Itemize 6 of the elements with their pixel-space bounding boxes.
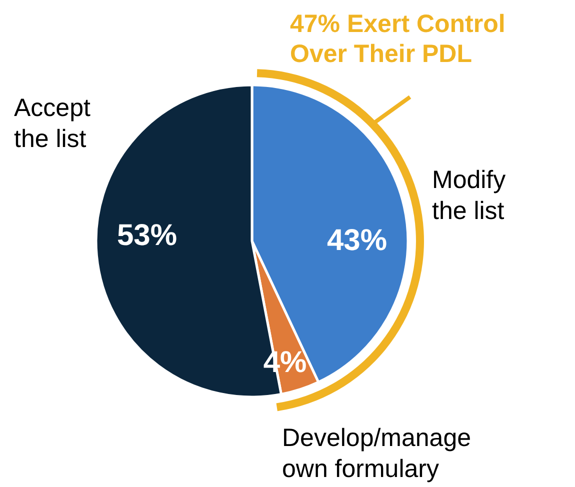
data-label: 43%: [326, 224, 388, 257]
slice-label: Develop/manage own formulary: [282, 424, 472, 483]
text: 47% Exert Control Over Their PDL: [290, 10, 506, 68]
slice-label: Accept the list: [14, 94, 90, 153]
data-label: 53%: [116, 219, 178, 252]
slice-label: Modify the list: [432, 166, 506, 225]
